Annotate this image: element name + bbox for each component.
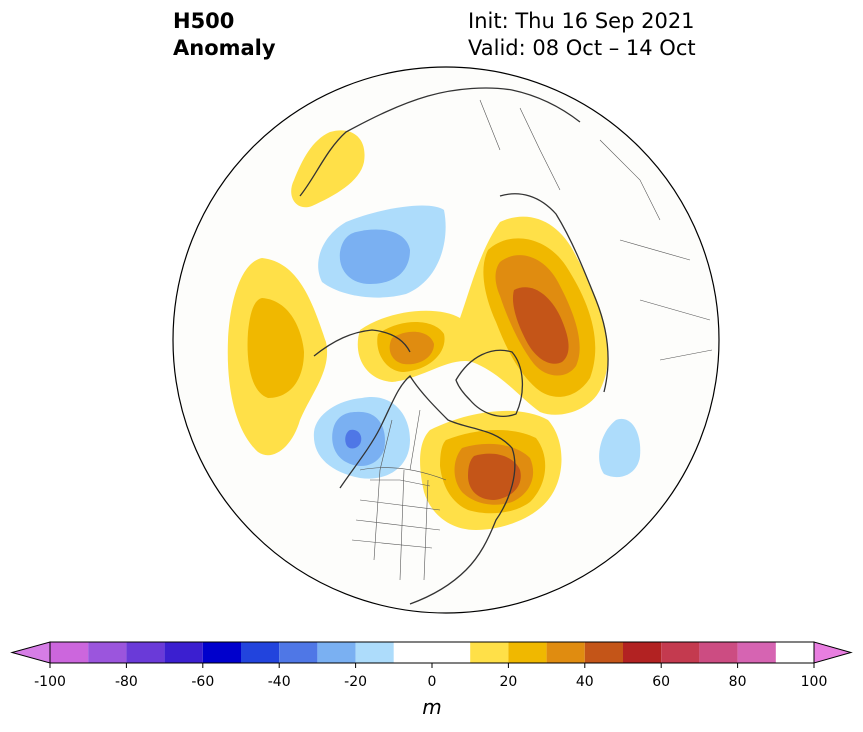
colorbar-swatch: [126, 642, 165, 663]
colorbar-swatch: [202, 642, 241, 663]
colorbar-swatch: [393, 642, 471, 663]
anomaly-eastern-canada-peak: [468, 453, 521, 500]
borders-us-states: [351, 469, 441, 581]
coast-alaska: [313, 329, 411, 357]
colorbar-swatch: [241, 642, 280, 663]
colorbar-tick-label: -60: [191, 674, 215, 690]
valid-date: Valid: 08 Oct – 14 Oct: [468, 36, 696, 60]
borders-eurasia: [479, 99, 713, 361]
colorbar-frame: [49, 641, 815, 664]
coastlines: [299, 87, 609, 605]
title-variable: H500: [173, 9, 235, 33]
anomaly-gulf-of-alaska-core: [247, 298, 304, 398]
colorbar-tick-label: 60: [652, 674, 671, 690]
polar-map: [172, 66, 720, 614]
colorbar-extend-over: [813, 641, 853, 664]
colorbar-extend-under: [10, 641, 51, 664]
colorbar-swatch: [279, 642, 318, 663]
colorbar-swatch: [50, 642, 89, 663]
colorbar-tick-label: 80: [728, 674, 747, 690]
colorbar-unit-label: m: [422, 695, 442, 719]
anomaly-russia-peak: [512, 287, 569, 364]
colorbar-swatch: [164, 642, 203, 663]
colorbar-swatch: [88, 642, 127, 663]
chart-title: H500 Anomaly: [173, 8, 276, 62]
chart-dates: Init: Thu 16 Sep 2021 Valid: 08 Oct – 14…: [468, 8, 696, 62]
globe-outline: [172, 66, 720, 614]
colorbar-tick-label: -20: [344, 674, 368, 690]
colorbar-swatch: [508, 642, 547, 663]
coast-asia: [299, 87, 581, 197]
colorbar-swatch: [623, 642, 662, 663]
colorbar-swatch: [546, 642, 585, 663]
colorbar-swatch: [355, 642, 394, 663]
colorbar-tick-label: 20: [499, 674, 518, 690]
colorbar-tick-label: -40: [267, 674, 291, 690]
coast-europe: [499, 193, 609, 393]
colorbar-swatch: [470, 642, 509, 663]
coast-north-america: [339, 375, 516, 605]
colorbar-tick-label: -100: [34, 674, 66, 690]
colorbar-swatch: [699, 642, 738, 663]
colorbar-tick-label: 40: [575, 674, 594, 690]
borders: [351, 99, 713, 581]
colorbar-tick-label: -80: [114, 674, 138, 690]
colorbar-swatch: [661, 642, 700, 663]
colorbar-swatch: [317, 642, 356, 663]
colorbar-tick-label: 100: [800, 674, 828, 690]
colorbar-swatch: [737, 642, 776, 663]
coast-greenland: [455, 349, 524, 417]
anomaly-east-asia: [291, 130, 365, 208]
borders-canada: [359, 409, 447, 481]
anomaly-central-asia-core: [339, 229, 410, 284]
anomaly-mid-atlantic: [599, 418, 641, 478]
colorbar-tick-label: 0: [427, 674, 437, 690]
anomaly-fills: [227, 130, 641, 530]
title-type: Anomaly: [173, 36, 276, 60]
colorbar-swatch: [584, 642, 623, 663]
init-date: Init: Thu 16 Sep 2021: [468, 9, 695, 33]
anomaly-western-canada-peak: [345, 429, 362, 449]
